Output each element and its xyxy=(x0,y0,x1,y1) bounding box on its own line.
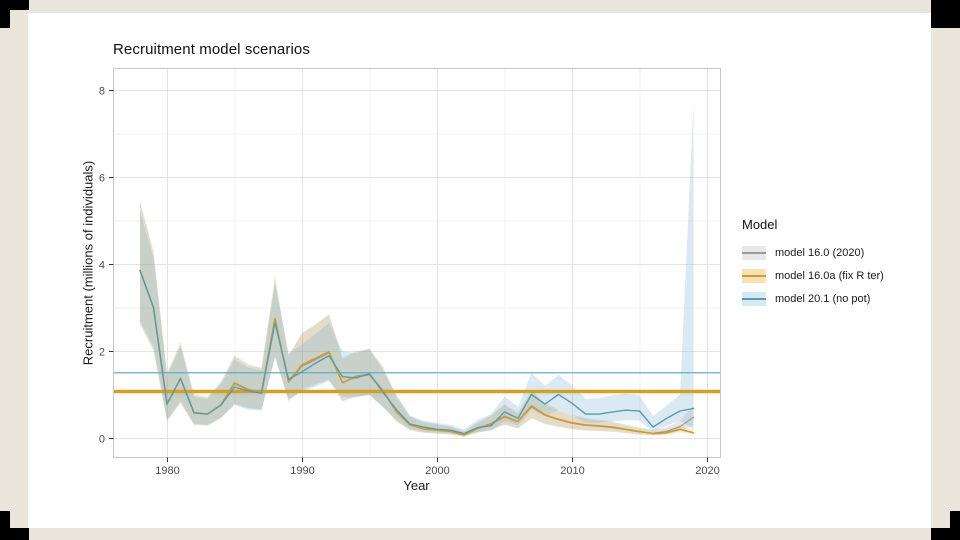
svg-text:2010: 2010 xyxy=(560,465,584,477)
corner-mark-bottom-right-h xyxy=(931,528,960,540)
chart-title: Recruitment model scenarios xyxy=(113,41,310,58)
svg-text:0: 0 xyxy=(99,434,105,446)
legend-key-swatch-icon xyxy=(742,268,766,283)
legend-entry-label: model 16.0 (2020) xyxy=(775,246,865,259)
legend-key-swatch-icon xyxy=(742,245,766,260)
legend-key-line-icon xyxy=(742,251,766,254)
svg-text:2: 2 xyxy=(99,347,105,359)
svg-text:1980: 1980 xyxy=(155,465,179,477)
corner-mark-bottom-right-v xyxy=(950,511,960,540)
x-axis-label: Year xyxy=(403,478,430,493)
svg-text:1990: 1990 xyxy=(290,465,314,477)
legend-entry-label: model 16.0a (fix R ter) xyxy=(775,269,884,282)
corner-mark-bottom-left-v xyxy=(0,511,10,540)
legend-entry: model 20.1 (no pot) xyxy=(742,287,884,310)
y-axis-label: Recruitment (millions of individuals) xyxy=(80,160,96,366)
svg-text:8: 8 xyxy=(99,86,105,98)
corner-mark-top-right xyxy=(931,0,960,28)
legend-key-line-icon xyxy=(742,297,766,300)
svg-text:6: 6 xyxy=(99,173,105,185)
corner-mark-top-left-v xyxy=(0,0,10,28)
legend-entry: model 16.0a (fix R ter) xyxy=(742,264,884,287)
legend-entry: model 16.0 (2020) xyxy=(742,241,884,264)
legend-key-swatch-icon xyxy=(742,291,766,306)
svg-text:4: 4 xyxy=(99,260,105,272)
corner-mark-top-left-h xyxy=(0,0,29,10)
corner-mark-bottom-left-h xyxy=(0,528,29,540)
slide-card xyxy=(28,13,931,528)
legend-entry-label: model 20.1 (no pot) xyxy=(775,292,871,305)
svg-text:2000: 2000 xyxy=(425,465,449,477)
legend-key-line-icon xyxy=(742,274,766,277)
legend-title: Model xyxy=(742,217,778,232)
chart-legend: Model model 16.0 (2020) model 16.0a (fix… xyxy=(742,217,884,310)
svg-text:2020: 2020 xyxy=(695,465,719,477)
